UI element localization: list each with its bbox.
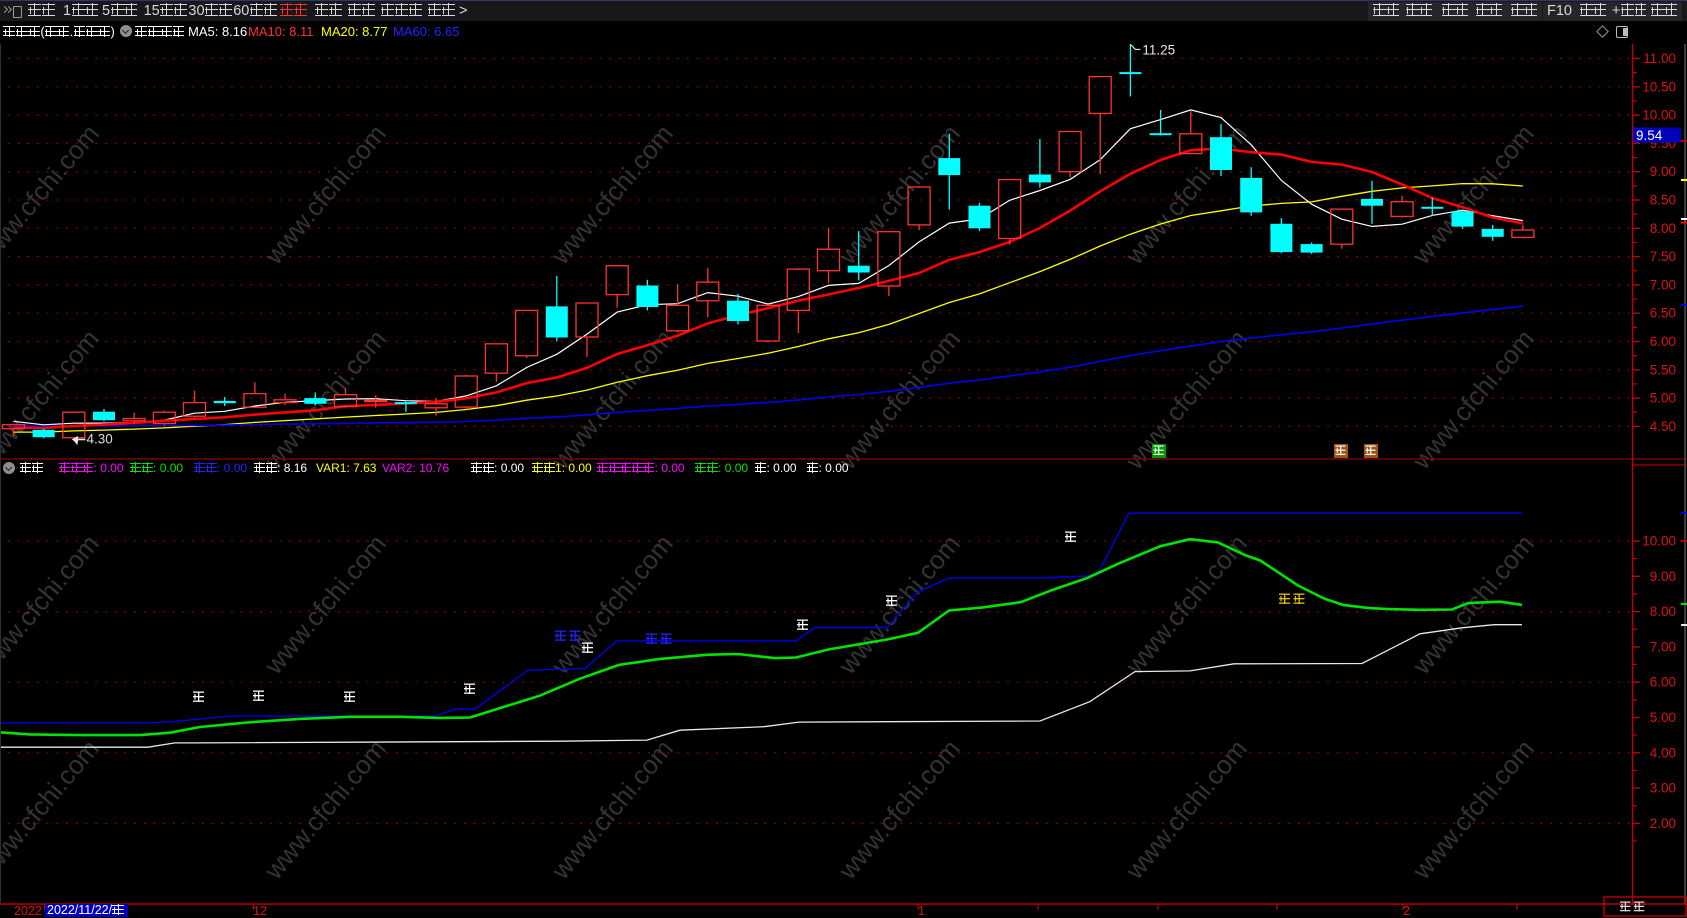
svg-text:11.00: 11.00 bbox=[1643, 51, 1676, 66]
svg-text:5.00: 5.00 bbox=[1650, 710, 1676, 725]
svg-text:www.cfchi.com: www.cfchi.com bbox=[0, 734, 105, 886]
svg-text:www.cfchi.com: www.cfchi.com bbox=[1406, 734, 1540, 886]
svg-text:6.50: 6.50 bbox=[1650, 306, 1676, 321]
svg-text:9.00: 9.00 bbox=[1650, 164, 1676, 179]
svg-text:www.cfchi.com: www.cfchi.com bbox=[545, 324, 679, 476]
svg-text:www.cfchi.com: www.cfchi.com bbox=[832, 529, 966, 681]
svg-text:www.cfchi.com: www.cfchi.com bbox=[1119, 734, 1253, 886]
svg-text:8.00: 8.00 bbox=[1650, 604, 1676, 619]
svg-text:7.50: 7.50 bbox=[1650, 249, 1676, 264]
svg-text:6.00: 6.00 bbox=[1650, 675, 1676, 690]
svg-text:10.50: 10.50 bbox=[1642, 79, 1676, 94]
svg-text:www.cfchi.com: www.cfchi.com bbox=[545, 734, 679, 886]
svg-text:10.00: 10.00 bbox=[1642, 108, 1676, 123]
svg-text:www.cfchi.com: www.cfchi.com bbox=[545, 119, 679, 271]
svg-text:10.00: 10.00 bbox=[1642, 534, 1676, 549]
svg-text:4.00: 4.00 bbox=[1650, 745, 1676, 760]
svg-text:9.00: 9.00 bbox=[1650, 569, 1676, 584]
svg-text:www.cfchi.com: www.cfchi.com bbox=[1406, 324, 1540, 476]
svg-text:8.50: 8.50 bbox=[1650, 193, 1676, 208]
svg-text:www.cfchi.com: www.cfchi.com bbox=[0, 324, 105, 476]
svg-text:www.cfchi.com: www.cfchi.com bbox=[832, 324, 966, 476]
svg-text:www.cfchi.com: www.cfchi.com bbox=[1119, 119, 1253, 271]
svg-text:www.cfchi.com: www.cfchi.com bbox=[832, 734, 966, 886]
svg-text:5.00: 5.00 bbox=[1650, 391, 1676, 406]
svg-text:9.54: 9.54 bbox=[1636, 128, 1663, 143]
svg-text:www.cfchi.com: www.cfchi.com bbox=[258, 119, 392, 271]
svg-text:4.50: 4.50 bbox=[1650, 419, 1676, 434]
svg-text:www.cfchi.com: www.cfchi.com bbox=[832, 119, 966, 271]
svg-text:7.00: 7.00 bbox=[1650, 639, 1676, 654]
svg-text:www.cfchi.com: www.cfchi.com bbox=[258, 529, 392, 681]
svg-text:www.cfchi.com: www.cfchi.com bbox=[1119, 529, 1253, 681]
svg-text:7.00: 7.00 bbox=[1650, 277, 1676, 292]
svg-text:www.cfchi.com: www.cfchi.com bbox=[545, 529, 679, 681]
svg-text:6.00: 6.00 bbox=[1650, 334, 1676, 349]
svg-text:8.00: 8.00 bbox=[1650, 221, 1676, 236]
svg-text:www.cfchi.com: www.cfchi.com bbox=[0, 119, 105, 271]
svg-text:5.50: 5.50 bbox=[1650, 362, 1676, 377]
svg-text:4.30: 4.30 bbox=[87, 432, 113, 447]
svg-text:www.cfchi.com: www.cfchi.com bbox=[0, 529, 105, 681]
svg-text:11.25: 11.25 bbox=[1142, 42, 1175, 57]
svg-text:www.cfchi.com: www.cfchi.com bbox=[258, 734, 392, 886]
svg-text:2.00: 2.00 bbox=[1650, 816, 1676, 831]
svg-text:3.00: 3.00 bbox=[1650, 781, 1676, 796]
